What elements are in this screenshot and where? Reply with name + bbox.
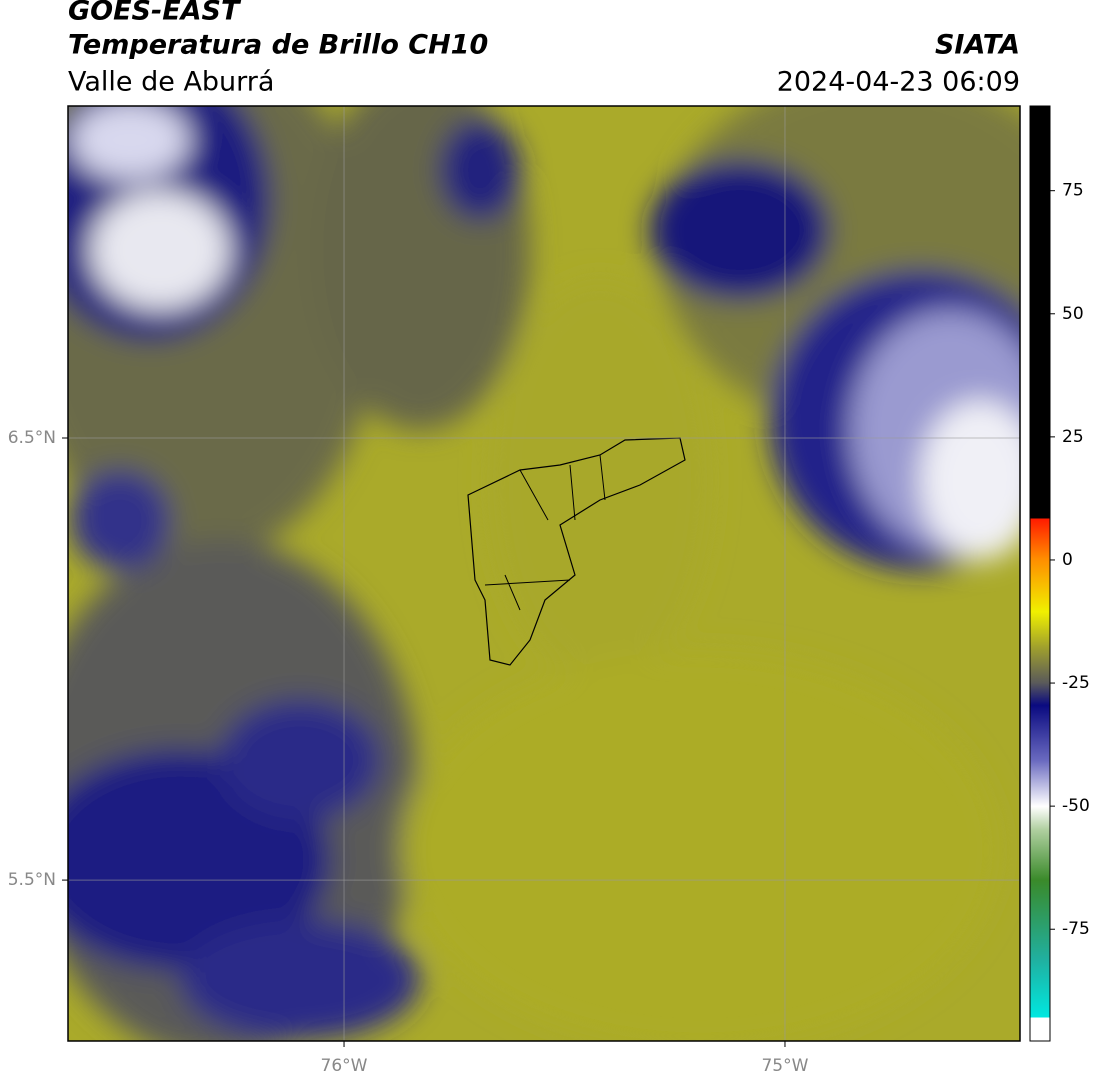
source: SIATA [935, 30, 1020, 61]
map-frame [67, 105, 1021, 1042]
region: Valle de Aburrá [68, 67, 274, 98]
colorbar-tick-label: -50 [1062, 796, 1090, 816]
colorbar-tick-label: 25 [1062, 427, 1084, 447]
colorbar-tick-label: -75 [1062, 919, 1090, 939]
lat-label: 5.5°N [8, 870, 56, 890]
colorbar [1029, 105, 1051, 1042]
colorbar-tick-label: 0 [1062, 550, 1073, 570]
municipal-borders [484, 454, 606, 611]
satellite-image [68, 106, 1020, 1041]
colorbar-tick-label: 50 [1062, 304, 1084, 324]
title: GOES-EAST [68, 0, 242, 27]
lon-label: 75°W [761, 1056, 808, 1076]
timestamp: 2024-04-23 06:09 [777, 67, 1020, 98]
subtitle: Temperatura de Brillo CH10 [68, 30, 488, 61]
lon-label: 76°W [321, 1056, 368, 1076]
lat-label: 6.5°N [8, 428, 56, 448]
valley-outline [467, 437, 686, 666]
colorbar-tick-label: -25 [1062, 673, 1090, 693]
colorbar-tick-label: 75 [1062, 181, 1084, 201]
